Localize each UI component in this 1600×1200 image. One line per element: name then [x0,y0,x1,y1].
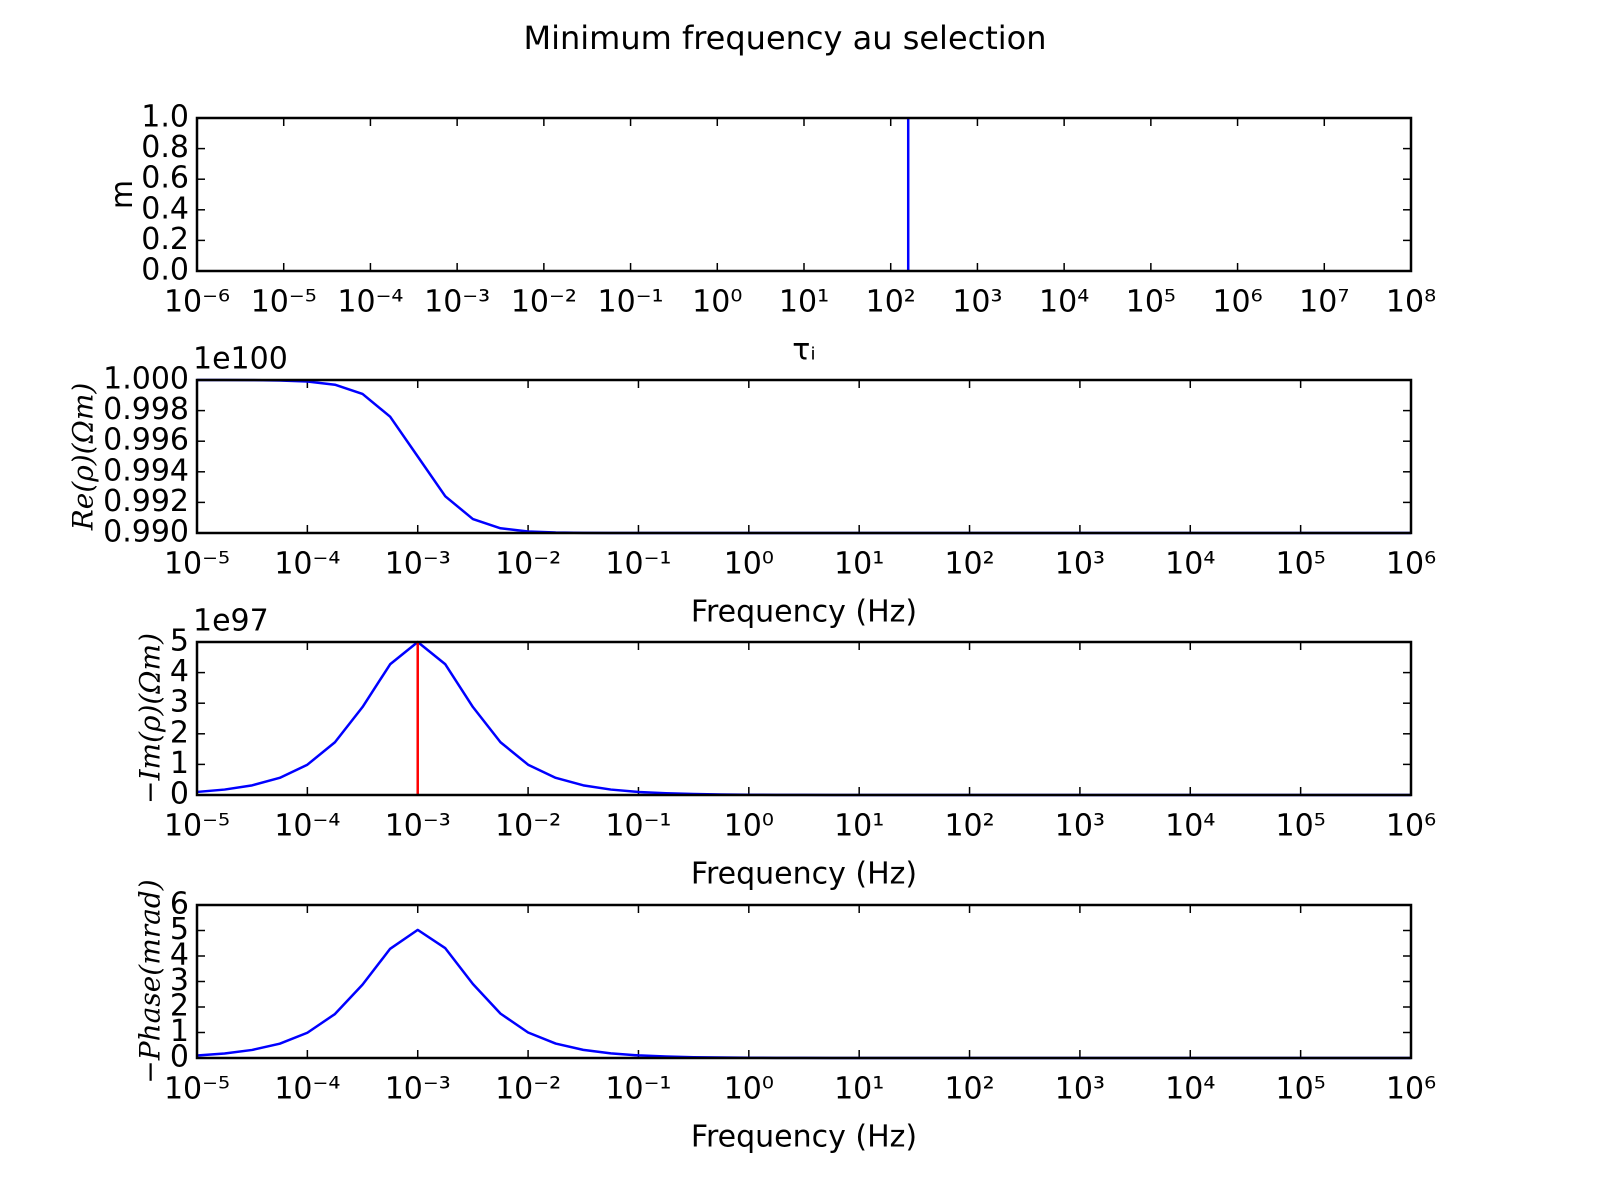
x-tick-label: 10⁻⁶ [164,285,230,320]
x-tick-label: 10⁶ [1386,809,1436,844]
y-tick-label: 1.0 [141,100,189,135]
x-axis-label: Frequency (Hz) [691,595,917,630]
x-tick-label: 10⁻¹ [598,285,664,320]
x-tick-label: 10³ [1055,809,1105,844]
x-tick-label: 10³ [1055,1072,1105,1107]
y-tick-label: 0.994 [103,453,189,488]
x-tick-label: 10⁻⁴ [274,547,340,582]
x-tick-label: 10⁰ [724,547,774,582]
x-tick-label: 10¹ [834,1072,884,1107]
x-tick-label: 10⁴ [1165,809,1215,844]
y-tick-label: 0.2 [141,222,189,257]
x-tick-label: 10⁶ [1212,285,1262,320]
y-tick-label: 4 [170,654,189,689]
y-tick-label: 0.8 [141,130,189,165]
x-tick-label: 10⁻³ [385,547,451,582]
x-tick-label: 10¹ [834,809,884,844]
y-tick-label: 3 [170,685,189,720]
axes-frame [195,116,1413,273]
x-tick-label: 10¹ [834,547,884,582]
y-tick-label: 6 [170,887,189,922]
x-axis-label: Frequency (Hz) [691,1120,917,1155]
offset-text: 1e100 [193,342,288,377]
x-tick-label: 10⁶ [1386,547,1436,582]
x-tick-label: 10⁻¹ [605,809,671,844]
y-tick-label: 5 [170,624,189,659]
x-tick-label: 10⁻² [511,285,577,320]
x-tick-label: 10⁻³ [385,1072,451,1107]
x-tick-label: 10¹ [779,285,829,320]
x-tick-label: 10⁰ [724,1072,774,1107]
y-tick-label: 0 [170,777,189,812]
y-tick-label: 1 [170,746,189,781]
x-tick-label: 10⁻² [495,1072,561,1107]
x-tick-label: 10² [944,1072,994,1107]
x-tick-label: 10⁰ [724,809,774,844]
x-tick-label: 10⁵ [1276,547,1326,582]
y-tick-label: 2 [170,715,189,750]
y-tick-label: 5 [170,912,189,947]
x-tick-label: 10⁴ [1165,547,1215,582]
y-tick-label: 1.000 [103,362,189,397]
y-axis-label: m [105,180,140,209]
x-tick-label: 10² [944,809,994,844]
y-tick-label: 1 [170,1014,189,1049]
y-axis-label: Re(ρ)(Ωm) [67,383,100,532]
y-tick-label: 0.6 [141,161,189,196]
x-tick-label: 10⁵ [1126,285,1176,320]
x-tick-label: 10⁻¹ [605,1072,671,1107]
x-tick-label: 10⁻³ [385,809,451,844]
x-tick-label: 10³ [952,285,1002,320]
x-tick-label: 10⁻⁵ [164,809,230,844]
y-tick-label: 0.990 [103,515,189,550]
y-tick-label: 3 [170,963,189,998]
x-tick-label: 10⁶ [1386,1072,1436,1107]
figure-title: Minimum frequency au selection [523,19,1046,57]
x-tick-label: 10⁻⁵ [251,285,317,320]
y-tick-label: 0.996 [103,423,189,458]
y-tick-label: 4 [170,938,189,973]
axes-frame [195,640,1413,797]
x-tick-label: 10² [944,547,994,582]
x-tick-label: 10⁴ [1165,1072,1215,1107]
x-tick-label: 10⁻⁴ [274,1072,340,1107]
x-tick-label: 10⁰ [692,285,742,320]
subplot: 0.00.20.40.60.81.0 10⁻⁶ 10⁻⁵ 10⁻⁴ 10⁻³ 10⁻² 10… [105,100,1436,368]
x-tick-label: 10³ [1055,547,1105,582]
x-axis-label: τᵢ [792,333,815,368]
x-tick-label: 10⁷ [1299,285,1349,320]
axes-frame [195,378,1413,535]
x-tick-label: 10⁻⁵ [164,547,230,582]
y-tick-label: 2 [170,989,189,1024]
x-tick-label: 10⁻⁴ [274,809,340,844]
x-tick-label: 10⁻⁴ [337,285,403,320]
offset-text: 1e97 [193,604,269,639]
y-tick-label: 0.4 [141,191,189,226]
x-tick-label: 10⁸ [1386,285,1436,320]
x-tick-label: 10⁻³ [424,285,490,320]
y-tick-label: 0.998 [103,392,189,427]
x-tick-label: 10⁻² [495,547,561,582]
y-axis-label: −Im(ρ)(Ωm) [133,633,166,804]
x-tick-label: 10⁵ [1276,809,1326,844]
y-tick-label: 0 [170,1040,189,1075]
y-axis-label: −Phase(mrad) [133,879,166,1083]
x-tick-label: 10⁻² [495,809,561,844]
x-tick-label: 10⁴ [1039,285,1089,320]
y-tick-label: 0.992 [103,484,189,519]
x-tick-label: 10⁻¹ [605,547,671,582]
x-tick-label: 10⁵ [1276,1072,1326,1107]
axes-frame [195,903,1413,1060]
y-tick-label: 0.0 [141,253,189,288]
x-axis-label: Frequency (Hz) [691,857,917,892]
x-tick-label: 10² [866,285,916,320]
x-tick-label: 10⁻⁵ [164,1072,230,1107]
